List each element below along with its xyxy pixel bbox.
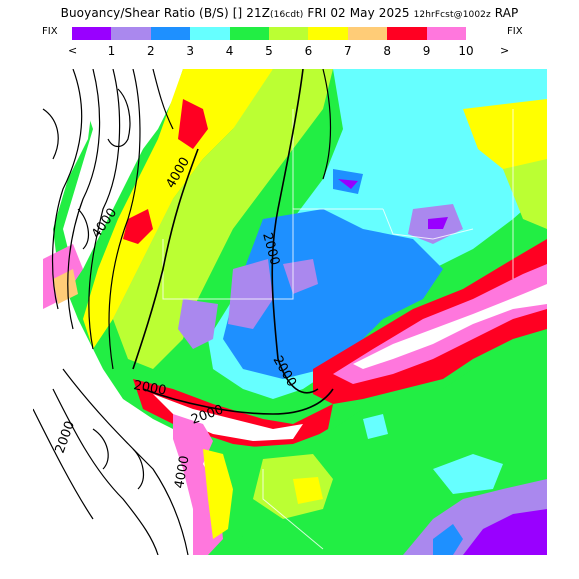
contour-line-2000 <box>271 69 319 394</box>
region-lavender-3 <box>283 259 318 294</box>
legend-swatch <box>111 27 151 40</box>
legend-swatch <box>229 27 270 40</box>
purple-patch-n <box>338 179 358 189</box>
legend-swatch <box>72 27 112 40</box>
less-arrow: < <box>68 44 78 57</box>
contour-line-2000-south <box>142 388 334 415</box>
state-border-2 <box>382 208 474 240</box>
orange-patch-w <box>53 269 78 304</box>
legend-tick: 10 <box>458 44 474 58</box>
contour-line <box>67 69 101 330</box>
title-sep: [] <box>232 6 243 20</box>
band-lightgreen <box>113 69 333 369</box>
legend-tick: 4 <box>225 44 234 58</box>
region-purple-se <box>463 509 547 555</box>
title-model: RAP <box>494 6 519 20</box>
legend-tick: 8 <box>383 44 392 58</box>
legend-swatch <box>150 27 191 40</box>
region-lavender-1 <box>228 259 273 329</box>
legend-swatch <box>308 27 348 40</box>
contour-label: 2000 <box>132 378 167 399</box>
chart-title: Buoyancy/Shear Ratio (B/S) [] 21Z(16cdt)… <box>0 6 579 20</box>
band-white-east <box>353 284 547 369</box>
red-patch-w <box>123 209 153 244</box>
color-legend: FIX FIX < > 1 2 3 4 5 6 7 8 9 10 <box>0 24 579 64</box>
patch-purple-ne <box>428 217 448 229</box>
legend-tick: 1 <box>107 44 116 58</box>
contour-line <box>42 108 59 160</box>
band-white-south <box>153 394 303 441</box>
title-date: FRI 02 May 2025 <box>307 6 410 20</box>
title-main: Buoyancy/Shear Ratio (B/S) <box>60 6 229 20</box>
contour-line-4000 <box>132 148 199 370</box>
title-fcst: 12hrFcst@1002z <box>413 10 491 20</box>
legend-swatch <box>347 27 388 40</box>
band-yellow-south <box>203 449 233 539</box>
legend-tick: 9 <box>422 44 431 58</box>
terrain-west <box>33 69 213 555</box>
legend-tick: 7 <box>343 44 352 58</box>
fix-left-label: FIX <box>42 26 58 37</box>
contour-line <box>108 69 141 370</box>
state-border-5 <box>262 469 324 550</box>
band-lightgreen-east <box>503 159 547 229</box>
patch-cyan-se <box>433 454 503 494</box>
band-yellow-west <box>83 69 273 349</box>
contour-line <box>51 69 83 310</box>
contour-line <box>152 69 174 130</box>
legend-color-bar <box>72 27 467 40</box>
legend-tick: 5 <box>265 44 273 58</box>
contour-line <box>62 368 189 555</box>
legend-ticks: 1 2 3 4 5 6 7 8 9 10 <box>72 44 474 58</box>
contour-line <box>107 88 131 148</box>
contour-line <box>88 69 121 350</box>
fix-right-label: FIX <box>507 26 523 37</box>
title-time: 21Z <box>246 6 271 20</box>
contour-line <box>322 69 332 180</box>
contour-line <box>92 428 109 470</box>
map-field: 4000 4000 2000 2000 2000 2000 2000 4000 <box>33 69 547 555</box>
contour-lines <box>33 69 334 555</box>
patch-yellow-south <box>293 477 323 504</box>
legend-swatch <box>387 27 427 40</box>
contour-label: 4000 <box>172 454 193 489</box>
contour-line <box>77 208 90 250</box>
contour-line <box>132 448 145 490</box>
legend-tick: 2 <box>146 44 155 58</box>
title-cdt: (16cdt) <box>270 10 304 20</box>
region-lavender-2 <box>178 299 218 349</box>
legend-tick: 3 <box>186 44 195 58</box>
contour-line <box>33 408 94 520</box>
region-blue <box>223 209 443 379</box>
legend-tick: 6 <box>304 44 313 58</box>
legend-swatch <box>190 27 230 40</box>
patch-cyan-south <box>363 414 388 439</box>
red-patch-nw <box>178 99 208 149</box>
legend-swatch <box>426 27 467 40</box>
patch-lightgreen-south <box>253 454 333 519</box>
band-pink-south <box>173 414 223 555</box>
contour-line <box>52 388 159 555</box>
state-border-1 <box>162 208 383 300</box>
more-arrow: > <box>500 44 510 57</box>
legend-swatch <box>269 27 309 40</box>
patch-blue-se <box>433 524 463 555</box>
terrain-northwest <box>63 69 183 269</box>
